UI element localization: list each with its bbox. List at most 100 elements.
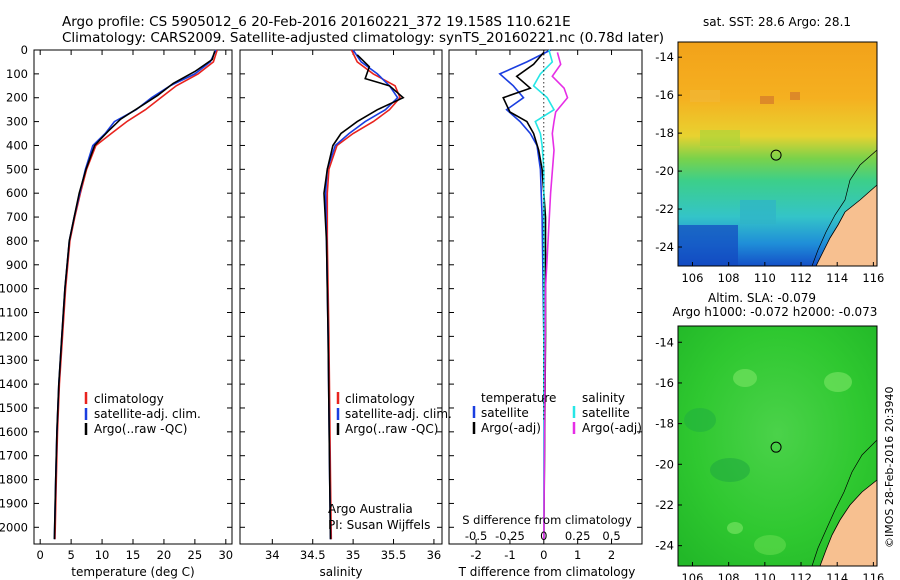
series-line	[53, 50, 216, 540]
map-y-tick-label: -16	[655, 376, 674, 390]
x-tick-label: 34	[265, 548, 280, 562]
x2-tick-label: 0	[540, 529, 547, 543]
x-tick-label: -2	[470, 548, 481, 562]
depth-tick-label: 1000	[0, 282, 28, 296]
figure-title-line2: Climatology: CARS2009. Satellite-adjuste…	[62, 30, 664, 46]
sst-pixel-patch	[760, 96, 774, 104]
sst-pixel-patch	[690, 90, 720, 102]
depth-tick-label: 100	[6, 67, 28, 81]
sla-anomaly-blob	[727, 522, 743, 534]
sla-anomaly-blob	[684, 408, 716, 432]
depth-tick-label: 1800	[0, 473, 28, 487]
series-line	[498, 49, 551, 540]
argo-location-marker	[770, 441, 782, 453]
map-x-tick-label: 106	[681, 271, 703, 285]
map-y-tick-label: -22	[655, 202, 674, 216]
depth-axis: 0 100 200 300 400 500 600 700 800 900 1000 1100 1200…	[0, 43, 642, 534]
map-x-tick-label: 116	[862, 271, 884, 285]
legend-climatology: climatology	[345, 392, 415, 406]
depth-tick-label: 500	[6, 162, 28, 176]
depth-tick-label: 0	[21, 43, 28, 57]
x-tick-label: 25	[188, 548, 203, 562]
land-mass	[815, 184, 877, 266]
map-x-tick-label: 110	[754, 271, 776, 285]
sla-map-subtitle: Argo h1000: -0.072 h2000: -0.073	[673, 305, 878, 319]
x2-tick-label: 0.25	[565, 529, 591, 543]
t-difference-xlabel: T difference from climatology	[458, 565, 636, 579]
map-y-tick-label: -14	[655, 50, 674, 64]
depth-tick-label: 600	[6, 186, 28, 200]
x2-tick-label: -0.5	[465, 529, 487, 543]
sst-pixel-patch	[700, 130, 740, 146]
depth-tick-label: 1600	[0, 425, 28, 439]
salinity-plot: 34 34.5 35 35.5 36	[265, 49, 442, 562]
difference-panel	[448, 49, 643, 545]
salinity-panel	[239, 49, 443, 545]
argo-australia-label: Argo Australia	[328, 502, 413, 516]
sla-anomaly-blob	[754, 535, 786, 555]
map-y-tick-label: -18	[655, 126, 674, 140]
s-difference-xlabel: S difference from climatology	[462, 513, 632, 527]
temperature-xlabel: temperature (deg C)	[71, 565, 194, 579]
map-y-tick-label: -20	[655, 164, 674, 178]
x-tick-label: 35.5	[381, 548, 407, 562]
x2-tick-label: -0.25	[495, 529, 525, 543]
series-line	[543, 52, 569, 540]
x-tick-label: 15	[126, 548, 141, 562]
map-y-tick-label: -24	[655, 240, 674, 254]
x2-tick-label: 0.5	[602, 529, 620, 543]
series-line	[323, 54, 405, 540]
x-tick-label: 34.5	[300, 548, 326, 562]
series-line	[502, 51, 547, 540]
legend-s-argo: Argo(-adj)	[582, 421, 642, 435]
x-tick-label: 20	[157, 548, 172, 562]
map-x-tick-label: 112	[790, 571, 812, 580]
sst-map-title: sat. SST: 28.6 Argo: 28.1	[703, 15, 851, 29]
coast-contour	[811, 149, 877, 266]
sla-anomaly-blob	[733, 369, 757, 387]
map-y-tick-label: -16	[655, 88, 674, 102]
depth-tick-label: 400	[6, 138, 28, 152]
x-tick-label: 36	[427, 548, 442, 562]
temperature-plot: 0 5 10 15 20 25 30	[37, 49, 233, 562]
depth-tick-label: 1500	[0, 401, 28, 415]
x-tick-label: 2	[608, 548, 615, 562]
depth-tick-label: 1900	[0, 496, 28, 510]
pi-label: PI: Susan Wijffels	[328, 518, 430, 532]
map-y-tick-label: -22	[655, 498, 674, 512]
depth-tick-label: 1700	[0, 449, 28, 463]
x-tick-label: 0	[37, 548, 44, 562]
depth-tick-label: 1400	[0, 377, 28, 391]
x-tick-label: 35	[346, 548, 361, 562]
legend-salinity-title: salinity	[582, 391, 625, 405]
legend-satellite-adj: satellite-adj. clim.	[345, 407, 452, 421]
land-mass	[819, 479, 877, 566]
legend-argo: Argo(..raw -QC)	[94, 422, 187, 436]
series-line	[53, 49, 217, 540]
map-y-tick-label: -24	[655, 539, 674, 553]
map-x-tick-label: 106	[681, 571, 703, 580]
depth-tick-label: 900	[6, 258, 28, 272]
depth-tick-label: 1100	[0, 306, 28, 320]
salinity-xlabel: salinity	[319, 565, 362, 579]
x-tick-label: 10	[95, 548, 110, 562]
map-x-tick-label: 108	[718, 271, 740, 285]
sst-pixel-patch	[678, 225, 738, 266]
legend-s-satellite: satellite	[582, 406, 630, 420]
sst-map: 106 108 110 112 114 116 -14 -16 -18 -20 -22 -24	[655, 41, 884, 285]
imos-footer-stamp: ©IMOS 28-Feb-2016 20:3940	[883, 387, 896, 548]
x-tick-label: 1	[574, 548, 581, 562]
map-x-tick-label: 114	[826, 571, 848, 580]
coast-contour	[811, 439, 877, 566]
sla-map: 106 108 110 112 114 116 -14 -16 -18 -20 -22 -24	[655, 325, 884, 580]
map-x-tick-label: 110	[754, 571, 776, 580]
map-x-tick-label: 116	[862, 571, 884, 580]
map-x-tick-label: 108	[718, 571, 740, 580]
difference-plot: -2 -1 0 1 2 -0.5 -0.25 0 0.25 0.5	[465, 49, 621, 562]
legend-temperature-title: temperature	[481, 391, 556, 405]
map-y-tick-label: -20	[655, 457, 674, 471]
legend-t-satellite: satellite	[481, 406, 529, 420]
legend-t-argo: Argo(-adj)	[481, 421, 541, 435]
map-y-tick-label: -18	[655, 417, 674, 431]
series-line	[532, 49, 556, 540]
